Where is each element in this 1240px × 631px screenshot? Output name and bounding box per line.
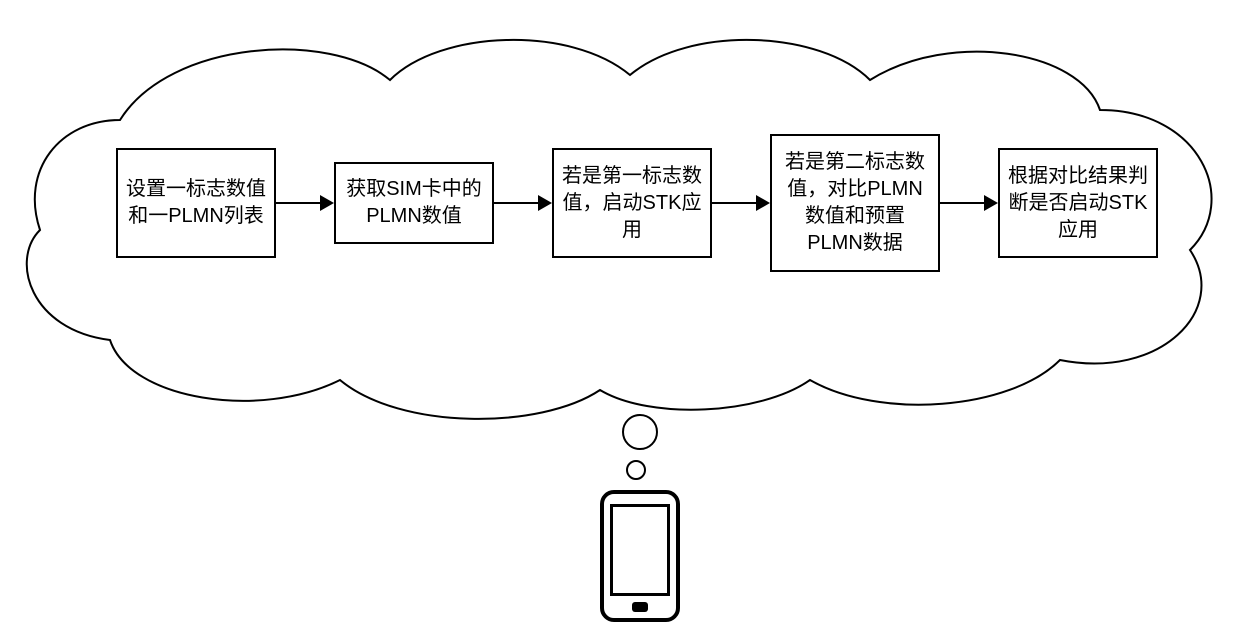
flow-node-2-label: 获取SIM卡中的PLMN数值 [342, 176, 486, 230]
phone-screen [610, 504, 670, 596]
thought-bubble-large [622, 414, 658, 450]
edge-2-3 [494, 202, 550, 204]
diagram-canvas: 设置一标志数值和一PLMN列表 获取SIM卡中的PLMN数值 若是第一标志数值，… [0, 0, 1240, 631]
flow-node-4-label: 若是第二标志数值，对比PLMN数值和预置PLMN数据 [778, 149, 932, 257]
flow-node-1-label: 设置一标志数值和一PLMN列表 [124, 176, 268, 230]
flow-node-2: 获取SIM卡中的PLMN数值 [334, 162, 494, 244]
flow-node-5-label: 根据对比结果判断是否启动STK应用 [1006, 163, 1150, 244]
edge-1-2 [276, 202, 332, 204]
edge-4-5 [940, 202, 996, 204]
phone-icon [600, 490, 680, 622]
flow-node-3: 若是第一标志数值，启动STK应用 [552, 148, 712, 258]
flow-node-1: 设置一标志数值和一PLMN列表 [116, 148, 276, 258]
phone-home-button [632, 602, 648, 612]
thought-bubble-small [626, 460, 646, 480]
edge-3-4 [712, 202, 768, 204]
flow-node-3-label: 若是第一标志数值，启动STK应用 [560, 163, 704, 244]
flow-node-4: 若是第二标志数值，对比PLMN数值和预置PLMN数据 [770, 134, 940, 272]
flow-node-5: 根据对比结果判断是否启动STK应用 [998, 148, 1158, 258]
